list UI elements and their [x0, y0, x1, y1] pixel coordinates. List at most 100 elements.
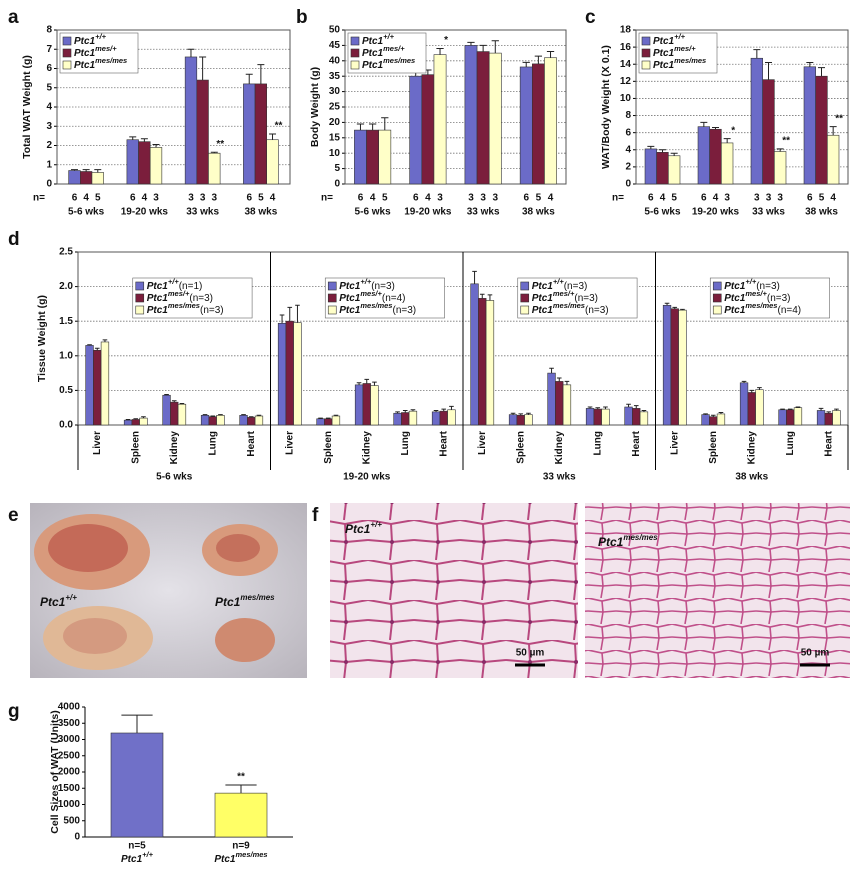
error-bar — [718, 412, 724, 414]
error-bar — [556, 377, 562, 382]
label-superscript: mes/+ — [168, 289, 190, 298]
scale-bar-label: 50 µm — [516, 648, 545, 659]
label-count: (n=3) — [371, 281, 395, 292]
label: Ptc1mes/mes(n=3) — [339, 301, 416, 316]
n-count: 4 — [83, 193, 89, 204]
label-name: Ptc1 — [362, 60, 384, 71]
error-bar — [433, 409, 439, 412]
label: Ptc1+/+ — [362, 32, 395, 47]
y-tick-label: 8 — [46, 25, 52, 36]
x-tick-label: 38 wks — [522, 207, 555, 218]
error-bar — [202, 414, 208, 416]
bar — [547, 372, 556, 426]
y-tick-label: 0.5 — [59, 385, 73, 396]
label: Ptc1mes/mes — [362, 56, 415, 71]
bar — [678, 309, 687, 426]
y-tick-label: 16 — [620, 42, 632, 53]
bar — [331, 415, 341, 426]
y-tick-label: 6 — [625, 127, 631, 138]
legend-swatch — [62, 36, 72, 46]
legend-swatch — [350, 60, 360, 70]
bar — [555, 381, 564, 426]
error-bar — [672, 306, 678, 309]
bar — [254, 415, 264, 426]
bar — [239, 415, 248, 426]
label-superscript: mes/mes — [674, 56, 706, 65]
error-bar — [723, 138, 731, 143]
n-count: 3 — [777, 193, 783, 204]
bar — [216, 415, 225, 426]
x-tick-label: Liver — [284, 431, 295, 455]
n-prefix: n= — [321, 193, 333, 204]
legend-swatch — [327, 281, 337, 291]
error-bar — [368, 123, 377, 131]
error-bar — [94, 169, 102, 173]
x-tick-label: 5-6 wks — [355, 207, 392, 218]
bar — [277, 322, 287, 426]
bar — [709, 416, 718, 426]
label-count: (n=3) — [574, 293, 598, 304]
y-axis-title: Tissue Weight (g) — [36, 295, 48, 382]
label: Ptc1mes/mes(n=4) — [724, 301, 801, 316]
y-tick-label: 1000 — [58, 799, 81, 810]
n-count: 6 — [807, 193, 813, 204]
n-count: 4 — [142, 193, 148, 204]
y-tick-label: 50 — [329, 25, 341, 36]
panel-letter: f — [312, 505, 319, 526]
y-axis-title: WAT/Body Weight (X 0.1) — [600, 45, 612, 169]
bar — [519, 66, 533, 185]
panel-letter: d — [8, 229, 20, 250]
legend-swatch — [135, 305, 145, 315]
bar — [439, 410, 448, 426]
label: Ptc1+/+(n=3) — [724, 277, 780, 292]
bar — [478, 298, 487, 426]
x-tick-label: 38 wks — [805, 207, 838, 218]
bar — [524, 414, 533, 426]
error-bar — [710, 414, 716, 417]
n-count: 5 — [671, 193, 677, 204]
error-bar — [210, 151, 218, 154]
y-tick-label: 40 — [329, 55, 341, 66]
error-bar — [140, 138, 148, 142]
n-count: 5 — [819, 193, 825, 204]
plot-frame — [635, 29, 849, 185]
error-bar — [712, 127, 719, 130]
bar — [824, 412, 833, 426]
bar — [701, 414, 710, 426]
bar — [354, 129, 367, 185]
y-tick-label: 3500 — [58, 718, 81, 729]
error-bar — [787, 408, 793, 410]
n-count: 5 — [258, 193, 264, 204]
bar — [793, 407, 803, 426]
y-tick-label: 0 — [334, 179, 340, 190]
x-tick-label: Liver — [92, 431, 103, 455]
bar — [464, 45, 478, 185]
y-tick-label: 4000 — [58, 702, 81, 713]
bar — [80, 171, 93, 185]
n-count: 4 — [548, 193, 554, 204]
x-tick-label: Liver — [669, 431, 680, 455]
error-bar — [356, 123, 365, 131]
group-label: 33 wks — [543, 472, 576, 483]
n-count: 3 — [211, 193, 217, 204]
bar — [85, 345, 94, 426]
error-bar — [381, 117, 389, 131]
n-count: 4 — [270, 193, 276, 204]
error-bar — [549, 367, 554, 374]
x-tick-label: 5-6 wks — [68, 207, 105, 218]
error-bar — [248, 416, 254, 418]
legend-frame — [324, 277, 445, 319]
label-name: Ptc1 — [653, 48, 675, 59]
plot-frame — [56, 29, 291, 185]
bar — [816, 410, 826, 426]
y-tick-label: 1 — [46, 159, 52, 170]
bar — [293, 322, 302, 426]
error-bar — [467, 41, 475, 46]
error-bar — [818, 67, 825, 77]
y-tick-label: 7 — [46, 44, 52, 55]
error-bar — [664, 302, 670, 306]
x-tick-label: 5-6 wks — [644, 207, 681, 218]
label-name: Ptc1 — [724, 305, 746, 316]
bar — [750, 57, 763, 185]
error-bar — [395, 411, 400, 414]
